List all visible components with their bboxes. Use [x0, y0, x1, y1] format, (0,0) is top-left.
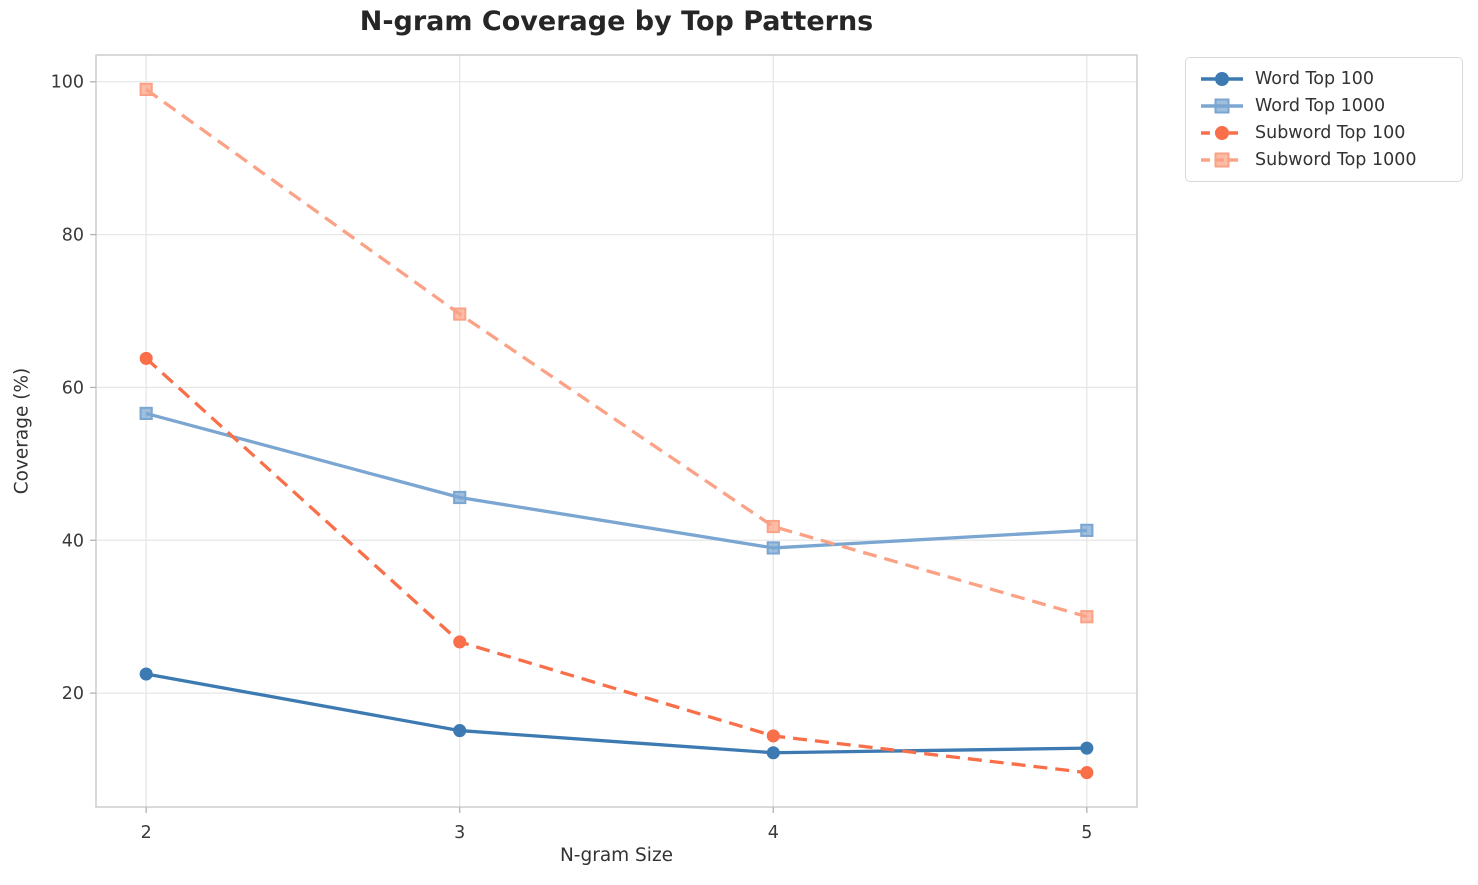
- series-line: [145, 411, 1087, 550]
- data-point-marker: [766, 746, 780, 760]
- series-line: [145, 672, 1087, 755]
- square-marker-icon: [1201, 152, 1243, 168]
- legend-item-subword-top-100: Subword Top 100: [1199, 123, 1449, 143]
- data-point-marker: [766, 729, 780, 743]
- legend-item-subword-top-1000: Subword Top 1000: [1199, 150, 1449, 170]
- y-tick-label: 40: [62, 531, 84, 551]
- legend: Word Top 100 Word Top 1000 Subword Top 100…: [1185, 57, 1463, 182]
- data-point-marker: [1080, 741, 1094, 755]
- data-point-marker: [453, 490, 467, 505]
- data-point-marker: [766, 541, 780, 555]
- axes-spines: [95, 54, 1138, 808]
- gridlines: [96, 55, 1137, 807]
- x-tick-label: 3: [454, 823, 465, 843]
- y-tick-label: 100: [51, 73, 84, 93]
- data-point-marker: [453, 635, 467, 649]
- x-axis-label: N-gram Size: [559, 845, 674, 866]
- series-word-top-1000: [139, 406, 1094, 555]
- data-point-marker: [139, 82, 153, 96]
- y-tick-label: 60: [62, 378, 84, 398]
- y-tick-label: 80: [62, 226, 84, 246]
- series-line: [145, 357, 1088, 775]
- series-word-top-100: [139, 667, 1094, 760]
- data-point-marker: [453, 724, 467, 738]
- circle-marker-icon: [1201, 126, 1243, 140]
- data-point-marker: [1080, 523, 1094, 537]
- legend-label: Word Top 1000: [1255, 96, 1386, 116]
- series-subword-top-100: [139, 351, 1094, 780]
- data-point-marker: [139, 667, 153, 681]
- legend-label: Subword Top 100: [1255, 123, 1406, 143]
- circle-marker-icon: [1201, 72, 1243, 86]
- series-line: [145, 88, 1088, 619]
- data-point-marker: [766, 519, 780, 534]
- legend-label: Word Top 100: [1255, 69, 1375, 89]
- data-point-marker: [139, 406, 153, 421]
- data-point-marker: [1080, 610, 1094, 624]
- data-point-marker: [139, 351, 153, 365]
- square-marker-icon: [1201, 98, 1243, 114]
- legend-item-word-top-1000: Word Top 1000: [1199, 96, 1449, 116]
- x-tick-label: 2: [141, 823, 152, 843]
- tick-labels: 2 3 4 5 20 40 60 80 100: [51, 73, 1093, 843]
- x-tick-label: 4: [768, 823, 779, 843]
- data-point-marker: [453, 307, 467, 321]
- y-tick-label: 20: [62, 684, 84, 704]
- chart-title: N-gram Coverage by Top Patterns: [359, 6, 874, 37]
- legend-label: Subword Top 1000: [1255, 150, 1417, 170]
- legend-item-word-top-100: Word Top 100: [1199, 69, 1449, 89]
- y-axis-label: Coverage (%): [11, 367, 33, 495]
- data-point-marker: [1080, 766, 1094, 780]
- x-tick-label: 5: [1081, 823, 1092, 843]
- series-subword-top-1000: [139, 82, 1094, 624]
